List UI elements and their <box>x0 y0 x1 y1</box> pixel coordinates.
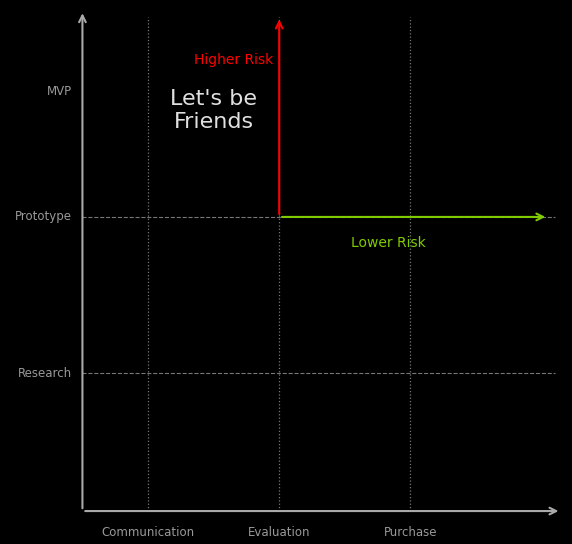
Text: Communication: Communication <box>101 526 194 539</box>
Text: Let's be
Friends: Let's be Friends <box>170 89 257 132</box>
Text: MVP: MVP <box>47 85 72 98</box>
Text: Purchase: Purchase <box>384 526 437 539</box>
Text: Evaluation: Evaluation <box>248 526 311 539</box>
Text: Lower Risk: Lower Risk <box>351 236 426 250</box>
Text: Higher Risk: Higher Risk <box>194 53 273 67</box>
Text: Prototype: Prototype <box>15 211 72 224</box>
Text: Research: Research <box>18 367 72 380</box>
